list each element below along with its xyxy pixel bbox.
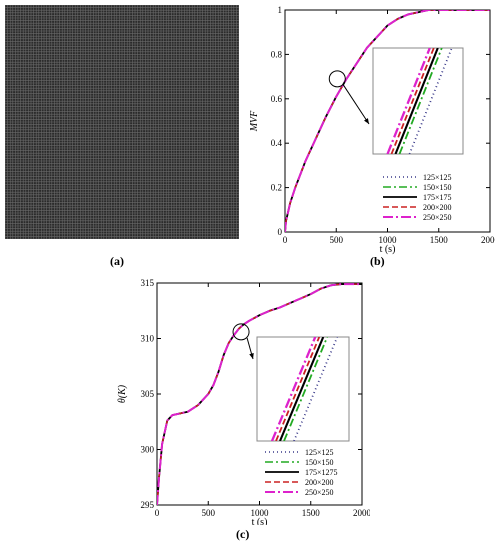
legend-label-1: 150×150 — [423, 183, 452, 192]
zoom-circle — [328, 70, 346, 88]
inset-series-line-3 — [390, 48, 435, 154]
series-line-4 — [285, 10, 490, 232]
x-tick-label: 1000 — [251, 508, 270, 518]
zoom-circle — [232, 323, 250, 341]
inset-series-line-4 — [386, 48, 431, 154]
y-tick-label: 0.4 — [271, 138, 283, 148]
inset-arrow-head — [249, 353, 254, 359]
inset-series-line-1 — [283, 337, 329, 441]
inset-series-line-4 — [270, 337, 317, 441]
y-axis-label: θ(K) — [117, 384, 128, 403]
inset-frame — [256, 336, 350, 442]
x-tick-label: 2000 — [353, 508, 370, 518]
x-tick-label: 0 — [155, 508, 160, 518]
x-tick-label: 1500 — [430, 235, 449, 245]
y-tick-label: 0.8 — [271, 49, 283, 59]
x-tick-label: 0 — [283, 235, 288, 245]
legend-label-4: 250×250 — [423, 213, 452, 222]
y-tick-label: 315 — [141, 278, 155, 288]
inset-series-group — [386, 48, 453, 154]
mesh-grid-lines — [5, 5, 239, 239]
x-tick-label: 2000 — [481, 235, 495, 245]
legend-label-2: 175×175 — [423, 193, 452, 202]
series-group — [285, 10, 490, 232]
inset-frame — [372, 47, 464, 155]
x-tick-label: 500 — [202, 508, 216, 518]
chart-theta: 0 500 1000 1500 2000 295 300 305 310 315 t (s) θ(K)… — [117, 278, 370, 525]
inset-arrow — [342, 84, 370, 125]
x-axis-label: t (s) — [252, 517, 268, 525]
panel-label-c: (c) — [236, 527, 250, 541]
legend-label-0: 125×125 — [305, 448, 334, 457]
inset-series-line-3 — [275, 337, 321, 441]
y-tick-label: 1 — [278, 5, 283, 15]
y-tick-label: 310 — [141, 334, 155, 344]
inset-series-line-2 — [279, 337, 325, 441]
x-tick-label: 500 — [330, 235, 344, 245]
legend-label-3: 200×200 — [305, 478, 334, 487]
y-tick-label: 0 — [278, 227, 283, 237]
panel-label-a: (a) — [110, 254, 124, 268]
y-tick-label: 0.6 — [271, 94, 283, 104]
y-tick-label: 300 — [141, 445, 155, 455]
legend-label-3: 200×200 — [423, 203, 452, 212]
x-tick-label: 1000 — [379, 235, 398, 245]
chart-mvf: 0 500 1000 1500 2000 0 0.2 0.4 0.6 0.8 1 t (s) MVF 12… — [249, 5, 495, 255]
inset-series-line-1 — [398, 48, 443, 154]
y-tick-label: 0.2 — [271, 183, 282, 193]
y-tick-label: 305 — [141, 389, 155, 399]
panel-label-b: (b) — [370, 254, 385, 268]
inset-series-line-2 — [394, 48, 439, 154]
inset-arrow-head — [364, 118, 369, 124]
x-axis-label: t (s) — [380, 244, 396, 255]
legend-label-1: 150×150 — [305, 458, 334, 467]
mesh-image — [5, 5, 239, 239]
legend-label-4: 250×250 — [305, 488, 334, 497]
inset-series-line-0 — [293, 337, 339, 441]
legend-label-0: 125×125 — [423, 173, 452, 182]
inset-series-group — [270, 337, 339, 441]
x-tick-label: 1500 — [302, 508, 321, 518]
y-axis-label: MVF — [249, 110, 260, 132]
legend-label-2: 175×1275 — [305, 468, 338, 477]
y-tick-label: 295 — [141, 500, 155, 510]
